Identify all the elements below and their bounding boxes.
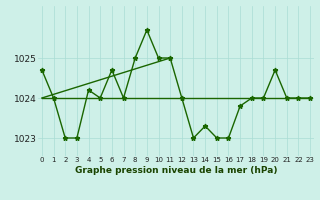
X-axis label: Graphe pression niveau de la mer (hPa): Graphe pression niveau de la mer (hPa) (75, 166, 277, 175)
